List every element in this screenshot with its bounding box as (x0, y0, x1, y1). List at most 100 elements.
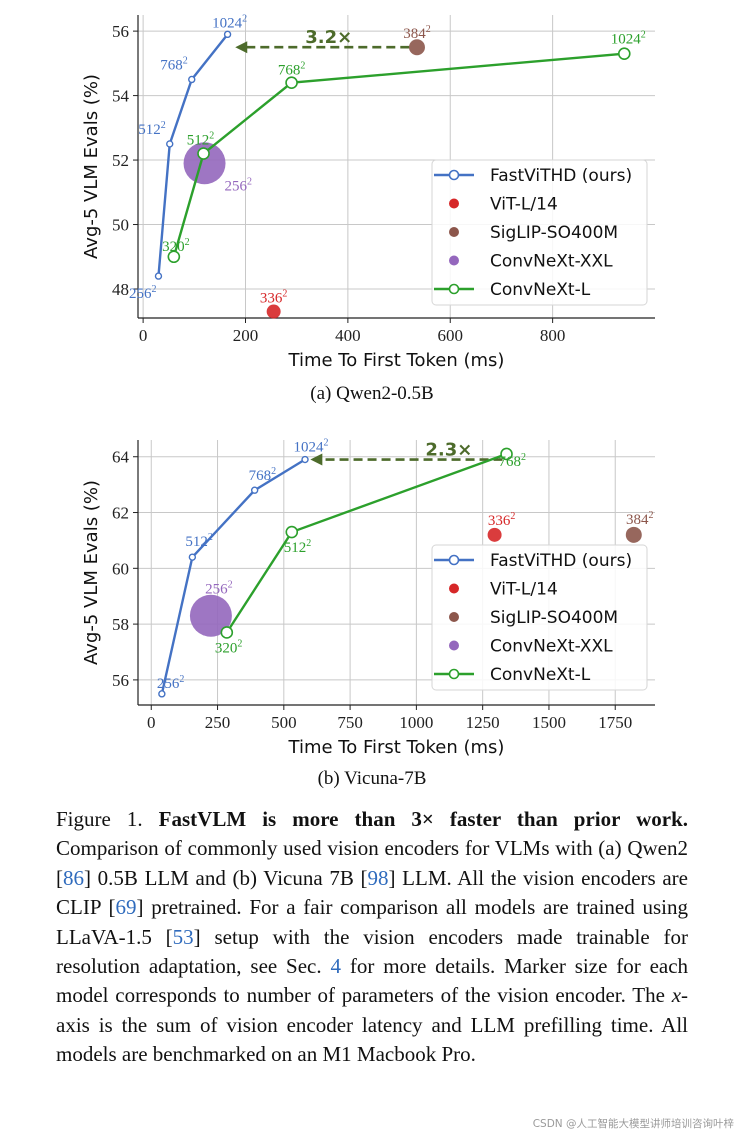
legend-label-0: FastViTHD (ours) (490, 166, 632, 186)
caption-ref-98[interactable]: 98 (367, 865, 389, 890)
legend-label-0: FastViTHD (ours) (490, 551, 632, 571)
series-0-label-1: 5122 (185, 532, 213, 550)
x-tick-label-7: 1750 (598, 713, 632, 732)
series-1-point-0 (487, 527, 502, 542)
series-2-label-0-value: 384 (403, 26, 426, 42)
series-4-label-1: 5122 (284, 538, 312, 556)
speedup-label: 3.2× (305, 27, 352, 48)
series-4-label-0-value: 320 (162, 239, 185, 255)
series-2-label-0: 3842 (626, 510, 654, 528)
series-1-label-0-exponent: 2 (510, 511, 515, 522)
legend-box (431, 159, 648, 306)
series-2-label-0-exponent: 2 (649, 510, 654, 521)
y-tick-label-4: 64 (112, 448, 130, 467)
y-tick-label-2: 52 (112, 151, 129, 170)
series-0-label-1-value: 512 (138, 122, 161, 138)
x-tick-label-3: 750 (337, 713, 363, 732)
series-0-label-1-value: 512 (185, 534, 208, 550)
series-3-label-0-value: 256 (225, 178, 248, 194)
x-tick-label-4: 800 (540, 326, 566, 345)
series-4-point-3 (617, 47, 631, 60)
series-0-label-0: 2562 (129, 284, 157, 302)
series-3-label-0: 2562 (205, 580, 233, 598)
series-0-point-0 (158, 690, 166, 698)
caption-bold-claim: FastVLM is more than 3× faster than prio… (158, 807, 689, 831)
x-tick-label-1: 250 (205, 713, 231, 732)
series-0-label-1-exponent: 2 (161, 120, 166, 131)
series-1-label-0-exponent: 2 (282, 289, 287, 300)
legend-marker-4 (448, 668, 460, 680)
caption-text-5: ] setup with the vision encoders made tr… (56, 924, 688, 979)
caption-ref-sec-4[interactable]: 4 (330, 954, 342, 979)
series-0-label-2: 7682 (249, 466, 277, 484)
series-1-label-0-value: 336 (488, 513, 511, 529)
series-4-label-2-value: 768 (278, 63, 301, 79)
series-0-label-2-exponent: 2 (271, 466, 276, 477)
caption-ref-69[interactable]: 69 (115, 895, 137, 920)
y-tick-label-3: 54 (112, 87, 130, 106)
series-0-point-2 (188, 75, 196, 84)
watermark: CSDN @人工智能大模型讲师培训咨询叶梓 (532, 1118, 734, 1130)
x-tick-label-6: 1500 (532, 713, 566, 732)
series-4-label-0-value: 320 (215, 640, 238, 656)
series-4-point-0 (167, 250, 181, 264)
y-tick-label-4: 56 (112, 22, 129, 41)
series-4-label-2-exponent: 2 (521, 452, 526, 463)
series-0-label-2: 7682 (160, 55, 188, 73)
legend-marker-2 (449, 227, 459, 237)
series-0-point-2 (250, 486, 259, 494)
series-4-label-1-exponent: 2 (306, 538, 311, 549)
caption-ref-86[interactable]: 86 (63, 865, 84, 890)
caption-text-1: Comparison of commonly used vision encod… (56, 836, 688, 890)
series-3-label-0-exponent: 2 (228, 580, 233, 591)
series-4-point-2 (285, 76, 298, 89)
legend-marker-2 (449, 612, 459, 622)
series-4-label-2: 7682 (278, 61, 306, 79)
speedup-arrow-head (235, 41, 248, 54)
series-0-label-0-value: 256 (129, 286, 152, 302)
series-0-label-2-value: 768 (160, 57, 183, 73)
series-0-point-3 (223, 30, 232, 39)
series-3-point-0 (189, 594, 232, 637)
y-tick-label-0: 48 (112, 280, 129, 299)
y-axis-label: Avg-5 VLM Evals (%) (81, 480, 102, 665)
series-0-label-2-exponent: 2 (183, 55, 188, 66)
series-0-point-1 (188, 553, 197, 561)
series-0-label-3-value: 1024 (294, 440, 325, 456)
series-0-label-1: 5122 (138, 120, 166, 138)
legend-label-1: ViT-L/14 (490, 195, 558, 215)
series-0-label-0: 2562 (157, 674, 185, 692)
series-4-label-3-exponent: 2 (641, 30, 646, 41)
series-0-label-0-value: 256 (157, 676, 180, 692)
series-3-label-0-exponent: 2 (247, 176, 252, 187)
series-4-label-2-exponent: 2 (300, 61, 305, 72)
x-tick-label-5: 1250 (466, 713, 500, 732)
series-2-label-0-exponent: 2 (426, 24, 431, 35)
series-4-label-0-exponent: 2 (185, 237, 190, 248)
legend-label-3: ConvNeXt-XXL (490, 252, 613, 272)
series-4-label-0-exponent: 2 (237, 638, 242, 649)
y-tick-label-3: 62 (112, 504, 129, 523)
series-1-label-0: 3362 (488, 511, 515, 529)
caption-fig-prefix: Figure 1. (56, 807, 143, 831)
caption-text-7: -axis is the sum of vision encoder laten… (56, 983, 689, 1067)
caption-ref-53[interactable]: 53 (172, 924, 194, 949)
series-0-line (157, 33, 229, 277)
series-2-label-0-value: 384 (626, 512, 649, 528)
y-tick-label-1: 58 (112, 615, 129, 634)
series-0-label-0-exponent: 2 (151, 284, 156, 295)
legend-label-2: SigLIP-SO400M (490, 223, 618, 243)
series-4-point-2 (500, 447, 513, 461)
speedup-label: 2.3× (425, 440, 472, 461)
series-0-point-1 (166, 140, 174, 148)
y-tick-label-2: 60 (112, 559, 129, 578)
series-4-label-1-value: 512 (284, 540, 307, 556)
series-4-point-0 (220, 626, 234, 639)
series-4-label-3: 10242 (611, 30, 646, 48)
caption-text-2: ] 0.5B LLM and (b) Vicuna 7B [ (84, 865, 368, 890)
series-0-label-3: 10242 (294, 438, 329, 456)
series-4-label-2-value: 768 (499, 454, 522, 470)
series-0-label-0-exponent: 2 (179, 674, 184, 685)
x-tick-label-0: 0 (139, 326, 148, 345)
legend-label-2: SigLIP-SO400M (490, 608, 618, 628)
